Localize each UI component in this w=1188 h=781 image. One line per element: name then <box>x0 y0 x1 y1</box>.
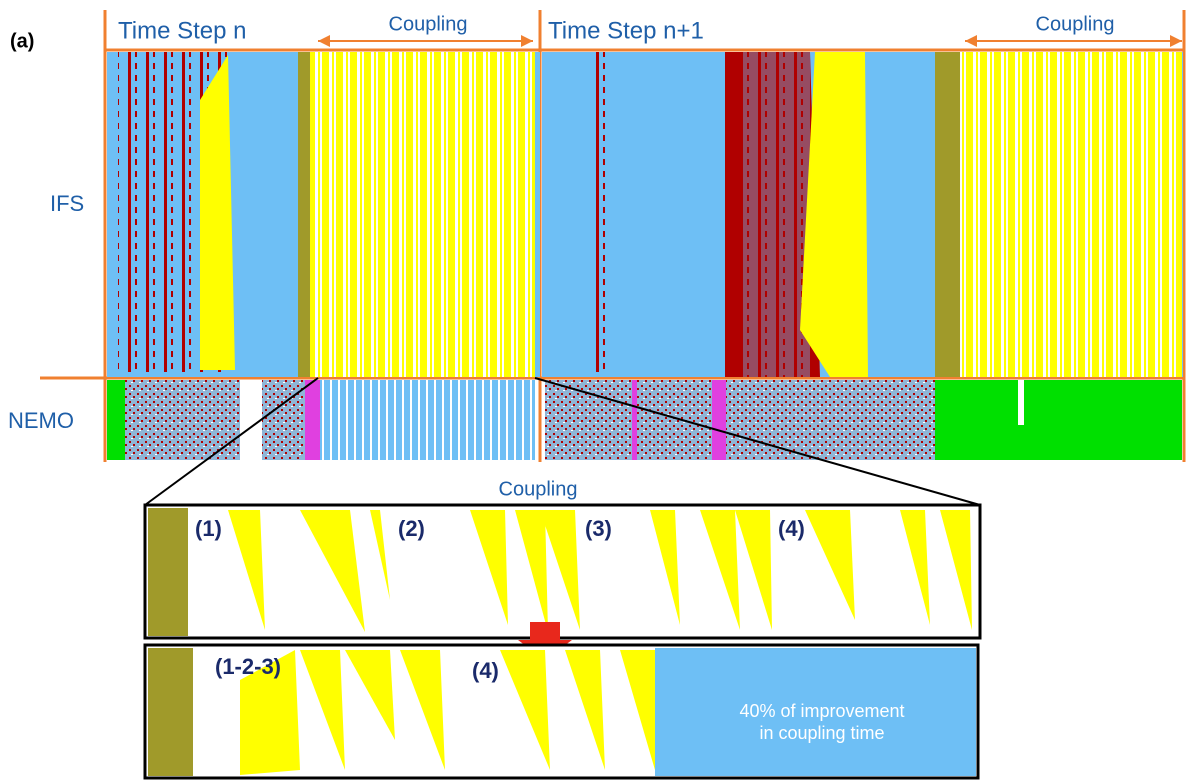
phase-label: (3) <box>585 516 612 541</box>
trace-figure: (a) Time Step n Coupling Time Step n+1 C… <box>0 0 1188 781</box>
nemo-trace <box>107 380 1182 460</box>
arrow-head <box>1170 35 1182 47</box>
note: 40% of improvement <box>739 701 904 721</box>
panel-label: (a) <box>10 30 34 52</box>
ifs-trace <box>107 52 1183 377</box>
coupling-label: Coupling <box>389 13 468 35</box>
phase-label: (1) <box>195 516 222 541</box>
zoom-after: (1-2-3) (4) 40% of improvement in coupli… <box>145 645 978 778</box>
row-label: IFS <box>50 191 84 216</box>
arrow-head <box>318 35 330 47</box>
phase-label: (1-2-3) <box>215 654 281 679</box>
row-label: NEMO <box>8 408 74 433</box>
step-label: Time Step n+1 <box>548 17 704 44</box>
note: in coupling time <box>759 723 884 743</box>
phase-label: (4) <box>778 516 805 541</box>
zoom-title: Coupling <box>499 478 578 500</box>
phase-label: (4) <box>472 658 499 683</box>
step-label: Time Step n <box>118 17 247 44</box>
phase-label: (2) <box>398 516 425 541</box>
zoom-before: (1) (2) (3) (4) <box>145 505 980 638</box>
arrow-head <box>965 35 977 47</box>
arrow-head <box>521 35 533 47</box>
coupling-label: Coupling <box>1036 13 1115 35</box>
